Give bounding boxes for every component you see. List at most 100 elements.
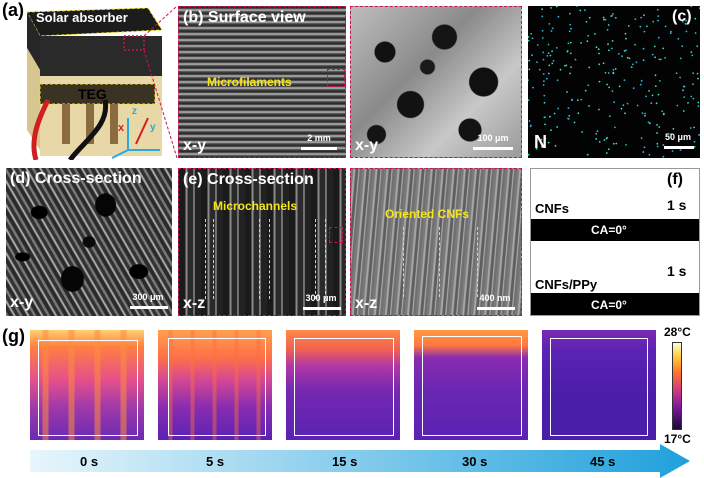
nitrogen-dot [584,89,587,92]
nitrogen-dot [639,25,642,28]
nitrogen-dot [607,72,610,74]
panel-b-label: (b) Surface view [183,9,306,27]
thermal-image-0s [30,330,144,440]
nitrogen-dot [640,16,642,19]
nitrogen-dot [676,104,679,107]
nitrogen-dot [550,7,552,9]
nitrogen-dot [613,101,616,104]
nitrogen-dot [575,6,578,7]
nitrogen-dot [648,153,651,156]
nitrogen-dot [615,142,618,145]
scale-label-b2: 100 μm [477,133,509,143]
nitrogen-dot [587,84,590,87]
nitrogen-dot [693,140,696,143]
nitrogen-dot [568,114,571,117]
time-label: 15 s [332,454,358,469]
nitrogen-dot [612,72,615,75]
nitrogen-dot [697,77,699,80]
scale-bar-e2 [477,307,515,310]
time2-label: 1 s [667,263,687,279]
channel-line [269,219,270,299]
nitrogen-dot [544,123,546,126]
nitrogen-dot [687,102,689,104]
nitrogen-dot [565,64,568,67]
nitrogen-dot [531,54,533,57]
nitrogen-dot [598,141,601,143]
nitrogen-dot [623,79,626,81]
nitrogen-dot [606,136,609,139]
nitrogen-dot [670,30,672,33]
channel-line [205,219,206,299]
panel-b-title: Surface view [207,9,306,26]
nitrogen-dot [611,40,614,42]
nitrogen-dot [641,112,644,114]
nitrogen-dot [692,97,695,100]
nitrogen-dot [656,124,658,126]
nitrogen-dot [569,41,572,44]
nitrogen-dot [570,66,572,68]
nitrogen-dot [528,99,530,102]
nitrogen-dot [569,12,571,15]
scale-bar-b [301,147,337,150]
nitrogen-dot [642,59,645,62]
nitrogen-dot [607,24,610,26]
nitrogen-dot [606,83,608,86]
nitrogen-dot [549,54,552,57]
colorbar-min: 17°C [664,432,691,446]
nitrogen-dot [625,37,627,40]
nitrogen-dot [567,107,570,109]
nitrogen-dot [586,40,589,43]
scale-label-c: 50 μm [664,132,692,142]
nitrogen-dot [677,38,680,40]
nitrogen-dot [679,57,682,60]
nitrogen-dot [564,64,566,67]
nitrogen-dot [607,148,610,151]
nitrogen-dot [679,76,681,79]
nitrogen-dot [536,61,538,63]
nitrogen-dot [576,99,579,102]
nitrogen-dot [603,18,605,21]
device-illustration [26,7,163,160]
nitrogen-dot [656,8,659,11]
nitrogen-dot [693,146,696,148]
thermal-image-15s [286,330,400,440]
solar-absorber-label: Solar absorber [36,10,128,25]
cube-outline [294,338,394,436]
nitrogen-dot [541,37,544,39]
nitrogen-dot [557,107,560,110]
nitrogen-dot [621,55,623,58]
nitrogen-dot [585,21,588,23]
zoom-line-top [143,5,178,37]
ca1-label: CA=0° [591,223,627,237]
nitrogen-dot [606,28,609,31]
nitrogen-dot [694,17,697,20]
panel-d-label: (d) Cross-section [10,170,142,188]
nitrogen-dot [656,142,659,145]
nitrogen-dot [570,27,572,30]
nitrogen-dot [614,68,617,70]
nitrogen-dot [552,59,555,62]
panel-b2-axis: x-y [355,137,379,154]
nitrogen-dot [528,39,530,42]
nitrogen-dot [547,52,550,55]
nitrogen-dot [595,46,598,49]
panel-c-label: (c) [672,8,692,25]
nitrogen-dot [683,96,685,98]
nitrogen-dot [661,110,664,113]
nitrogen-dot [698,134,700,136]
nitrogen-dot [625,144,627,146]
nitrogen-dot [644,112,647,115]
nitrogen-dot [532,86,534,89]
ca2-label: CA=0° [591,298,627,312]
nitrogen-dot [567,42,570,45]
time-label: 45 s [590,454,616,469]
nitrogen-dot [536,44,539,46]
nitrogen-dot [604,18,607,21]
panel-e-label: (e) Cross-section [183,171,314,189]
panel-a-label: (a) [2,0,24,20]
nitrogen-dot [662,144,665,146]
absorber-top-face [26,7,163,37]
nitrogen-dot [654,85,657,87]
panel-g-label: (g) [2,326,25,346]
nitrogen-dot [540,138,543,141]
